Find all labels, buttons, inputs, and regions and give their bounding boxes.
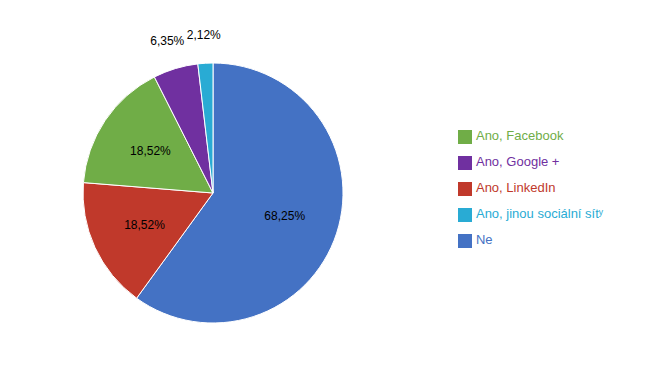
svg-text:18,52%: 18,52% (130, 144, 171, 158)
html-text:Ano, LinkedIn: Ano, LinkedIn (476, 180, 556, 195)
svg-text:68,25%: 68,25% (264, 209, 305, 223)
html-text:Ne: Ne (476, 232, 493, 247)
svg-text:18,52%: 18,52% (124, 218, 165, 232)
svg-text:6,35%: 6,35% (150, 34, 184, 48)
html-text:Ano, Google +: Ano, Google + (476, 154, 560, 169)
html-text:Ano, Facebook: Ano, Facebook (476, 128, 564, 143)
svg-text:2,12%: 2,12% (187, 28, 221, 42)
html-text:Ano, jinou sociální sítʸ: Ano, jinou sociální sítʸ (476, 206, 603, 221)
